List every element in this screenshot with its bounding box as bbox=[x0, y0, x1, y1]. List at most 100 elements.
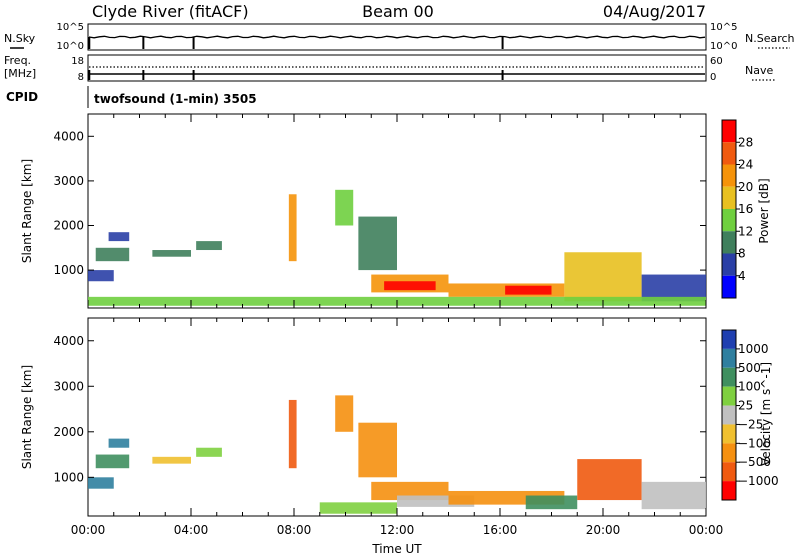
freq-right-tick-bottom: 0 bbox=[710, 72, 716, 83]
echo-region bbox=[358, 216, 397, 271]
colorbar-tick-label: 8 bbox=[738, 247, 746, 261]
velocity-ylabel: Slant Range [km] bbox=[20, 365, 34, 469]
echo-region bbox=[95, 247, 130, 262]
echo-region bbox=[88, 270, 114, 282]
colorbar-swatch bbox=[722, 348, 736, 368]
colorbar-tick-label: 1000 bbox=[738, 342, 769, 356]
y-tick-label: 4000 bbox=[53, 334, 84, 348]
velocity-colorbar: 1000 500 100 25 −25 −100 −500 −1000 bbox=[721, 329, 779, 501]
colorbar-swatch bbox=[722, 386, 736, 406]
nsky-panel: N.Sky 10^5 10^0 10^5 10^0 N.Search bbox=[4, 22, 795, 52]
nsky-right-tick-bottom: 10^0 bbox=[710, 41, 737, 52]
colorbar-tick-label: −500 bbox=[738, 455, 771, 469]
echo-region bbox=[288, 399, 297, 469]
nsky-right-tick-top: 10^5 bbox=[710, 22, 737, 33]
colorbar-swatch bbox=[722, 253, 736, 276]
colorbar-swatch bbox=[722, 405, 736, 425]
echo-region bbox=[88, 477, 114, 489]
colorbar-tick-label: 20 bbox=[738, 180, 753, 194]
freq-left-tick-bottom: 8 bbox=[78, 72, 84, 83]
freq-gap-markers bbox=[88, 70, 504, 80]
y-tick-label: 3000 bbox=[53, 174, 84, 188]
freq-panel: Freq. [MHz] 18 8 60 0 Nave bbox=[4, 54, 775, 83]
freq-right-tick-top: 60 bbox=[710, 56, 723, 67]
x-tick-label: 12:00 bbox=[380, 523, 415, 537]
colorbar-tick-label: 12 bbox=[738, 224, 753, 238]
velocity-echo-layer bbox=[88, 395, 706, 514]
colorbar-swatch bbox=[722, 443, 736, 463]
velocity-panel: 1000 2000 3000 4000 Slant Range [km] bbox=[20, 317, 707, 517]
colorbar-tick-label: 16 bbox=[738, 202, 753, 216]
y-tick-label: 4000 bbox=[53, 129, 84, 143]
echo-region bbox=[196, 241, 222, 251]
colorbar-swatch bbox=[722, 481, 736, 500]
nsky-trace bbox=[88, 35, 706, 39]
power-ylabel: Slant Range [km] bbox=[20, 159, 34, 263]
power-colorbar: 4 8 12 16 20 24 28 bbox=[721, 119, 753, 299]
colorbar-tick-label: 24 bbox=[738, 158, 753, 172]
colorbar-swatch bbox=[722, 462, 736, 482]
colorbar-frame bbox=[721, 329, 737, 501]
freq-left-label-line2: [MHz] bbox=[4, 67, 36, 80]
cpid-text: twofsound (1-min) 3505 bbox=[94, 92, 257, 106]
freq-frame bbox=[87, 54, 707, 82]
echo-region bbox=[335, 189, 354, 226]
nsky-left-label: N.Sky bbox=[4, 32, 36, 45]
colorbar-swatch bbox=[722, 142, 736, 165]
power-axes: 1000 2000 3000 4000 bbox=[53, 114, 707, 308]
echo-region bbox=[641, 481, 706, 510]
x-tick-label: 00:00 bbox=[689, 523, 724, 537]
colorbar-tick-label: 100 bbox=[738, 380, 761, 394]
nsky-right-label: N.Search bbox=[745, 32, 795, 45]
freq-left-tick-top: 18 bbox=[71, 56, 84, 67]
echo-region bbox=[108, 438, 130, 448]
nsky-left-tick-top: 10^5 bbox=[57, 22, 84, 33]
echo-region bbox=[108, 232, 130, 242]
y-tick-label: 2000 bbox=[53, 425, 84, 439]
colorbar-tick-label: −25 bbox=[738, 417, 763, 431]
x-tick-label: 00:00 bbox=[71, 523, 106, 537]
power-panel: 1000 2000 3000 4000 Slant Range [km] bbox=[20, 113, 707, 309]
echo-region bbox=[397, 495, 475, 507]
colorbar-swatch bbox=[722, 367, 736, 387]
colorbar-tick-label: −1000 bbox=[738, 474, 779, 488]
freq-left-label-line1: Freq. bbox=[4, 54, 31, 67]
colorbar-tick-label: 25 bbox=[738, 399, 753, 413]
echo-region bbox=[358, 422, 397, 478]
echo-region bbox=[505, 285, 552, 295]
velocity-axes: 1000 2000 3000 4000 bbox=[53, 318, 707, 516]
station-title: Clyde River (fitACF) bbox=[92, 2, 249, 21]
echo-region bbox=[577, 459, 642, 501]
date-title: 04/Aug/2017 bbox=[603, 2, 706, 21]
cpid-label: CPID bbox=[6, 90, 38, 104]
colorbar-swatch bbox=[722, 120, 736, 143]
colorbar-tick-label: 4 bbox=[738, 269, 746, 283]
nsky-gap-markers bbox=[88, 37, 504, 49]
y-tick-label: 2000 bbox=[53, 218, 84, 232]
beam-title: Beam 00 bbox=[362, 2, 434, 21]
colorbar-tick-label: 500 bbox=[738, 361, 761, 375]
x-tick-labels: 00:00 04:00 08:00 12:00 16:00 20:00 00:00 bbox=[71, 523, 724, 537]
nsky-frame bbox=[87, 23, 707, 51]
x-tick-label: 16:00 bbox=[483, 523, 518, 537]
echo-region bbox=[335, 395, 354, 432]
colorbar-swatch bbox=[722, 424, 736, 444]
echo-region bbox=[152, 250, 191, 257]
y-tick-label: 1000 bbox=[53, 470, 84, 484]
power-colorbar-label: Power [dB] bbox=[757, 178, 771, 243]
colorbar-swatch bbox=[722, 186, 736, 209]
velocity-colorbar-label: Velocity [m s^-1] bbox=[759, 362, 773, 466]
x-tick-label: 20:00 bbox=[586, 523, 621, 537]
x-tick-label: 04:00 bbox=[174, 523, 209, 537]
echo-region bbox=[564, 252, 642, 302]
nave-right-label: Nave bbox=[745, 64, 773, 77]
colorbar-swatch bbox=[722, 164, 736, 187]
colorbar-swatch bbox=[722, 330, 736, 349]
colorbar-tick-label: −100 bbox=[738, 436, 771, 450]
colorbar-swatch bbox=[722, 275, 736, 298]
y-tick-label: 3000 bbox=[53, 379, 84, 393]
echo-region bbox=[152, 456, 191, 464]
echo-region bbox=[319, 502, 397, 514]
colorbar-swatch bbox=[722, 231, 736, 254]
